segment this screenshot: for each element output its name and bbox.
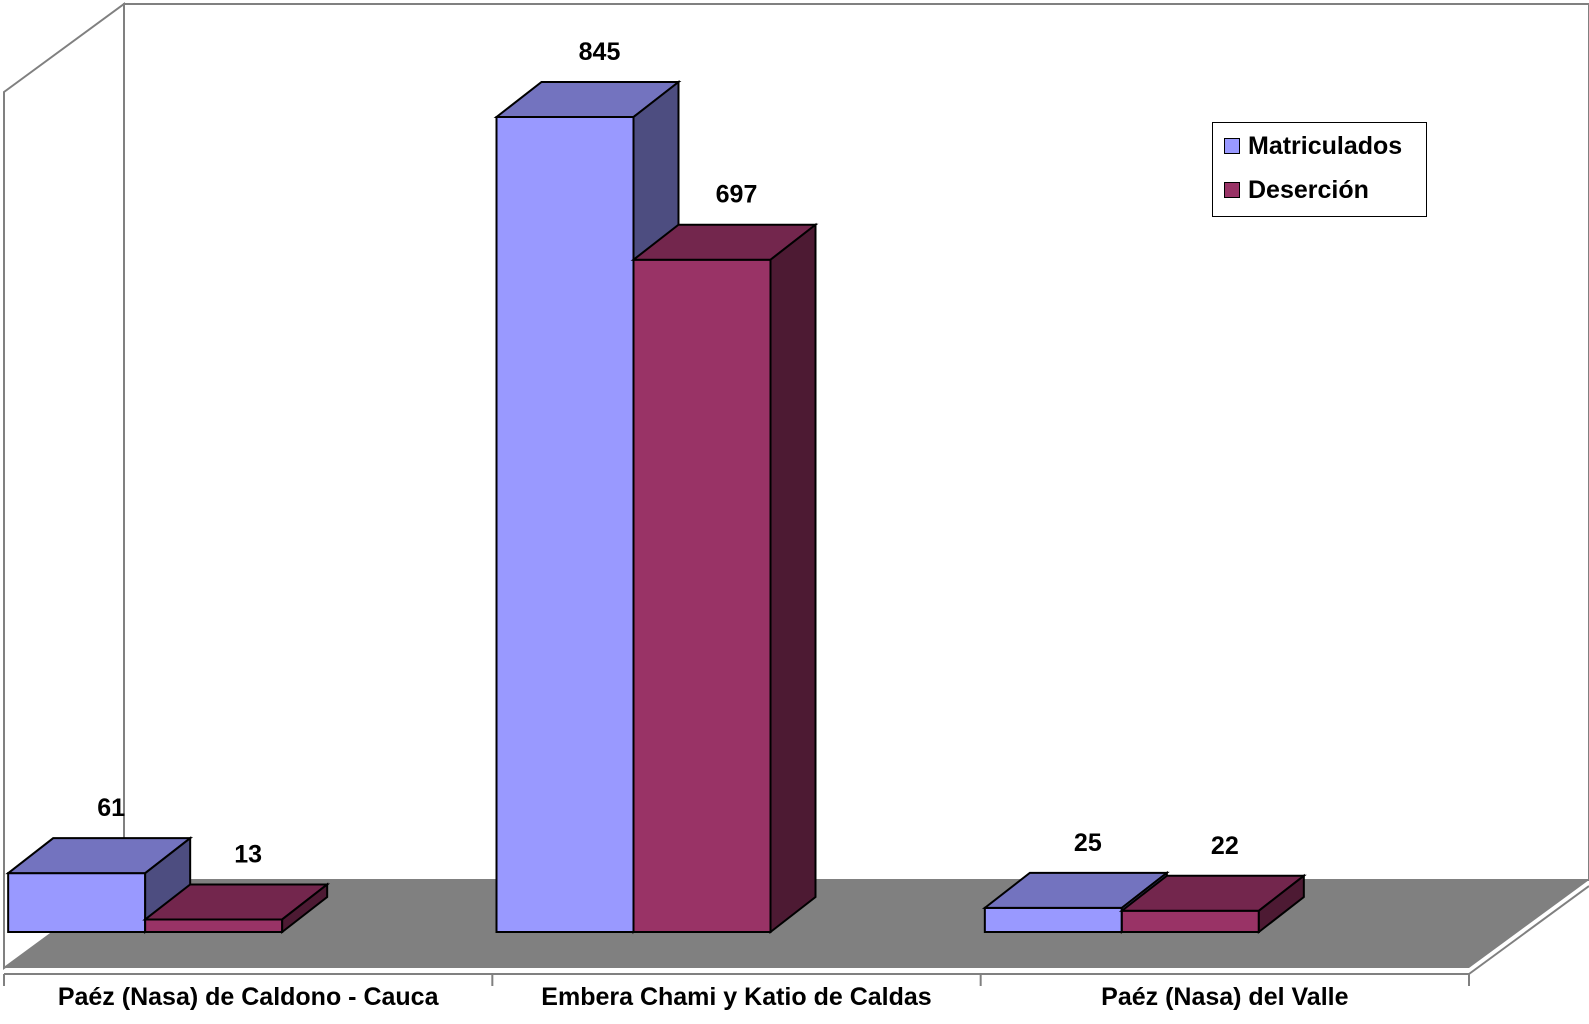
bar-desercin-2 [1118,873,1307,935]
data-label: 22 [1211,832,1239,860]
data-label: 845 [579,38,621,66]
data-labels-group: 61 13 845 697 25 22 [97,38,1238,868]
category-label: Paéz (Nasa) del Valle [1101,983,1348,1011]
legend-item-desercion: Deserción [1224,175,1369,205]
category-labels-group: Paéz (Nasa) de Caldono - Cauca Embera Cha… [58,983,1349,1011]
legend-swatch-matriculados [1224,138,1240,154]
side-wall [2,2,125,970]
data-label: 697 [716,181,758,209]
bars-group [5,79,1307,935]
x-axis-depth-line [1468,885,1589,975]
category-label: Paéz (Nasa) de Caldono - Cauca [58,983,440,1011]
data-label: 13 [234,840,262,868]
legend-item-matriculados: Matriculados [1224,131,1402,161]
bar-desercin-0 [142,882,331,935]
legend-label-desercion: Deserción [1248,175,1369,204]
legend-swatch-desercion [1224,182,1240,198]
category-label: Embera Chami y Katio de Caldas [541,983,931,1011]
legend-label-matriculados: Matriculados [1248,131,1403,160]
bar-matriculados-0 [5,836,194,935]
x-axis-ticks [3,974,1470,986]
legend: Matriculados Deserción [1212,122,1427,217]
bar-desercin-1 [630,222,819,935]
data-label: 25 [1074,829,1102,857]
data-label: 61 [97,794,125,822]
